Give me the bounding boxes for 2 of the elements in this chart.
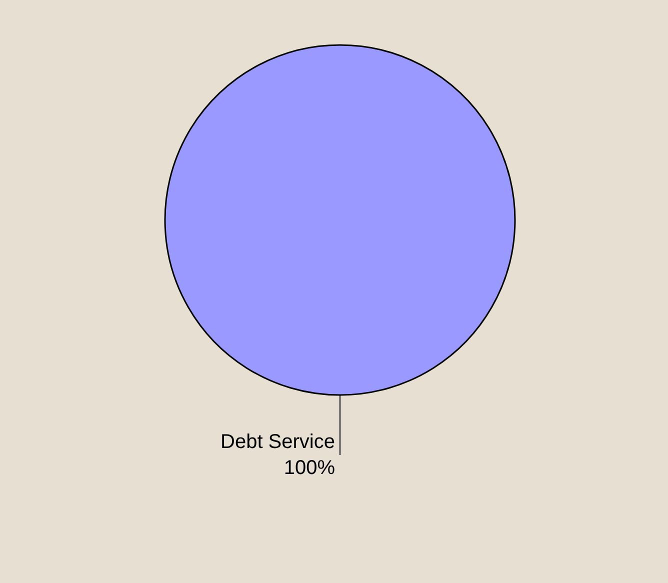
data-label: 100%	[284, 457, 336, 479]
slice-label: Debt Service	[220, 431, 335, 453]
